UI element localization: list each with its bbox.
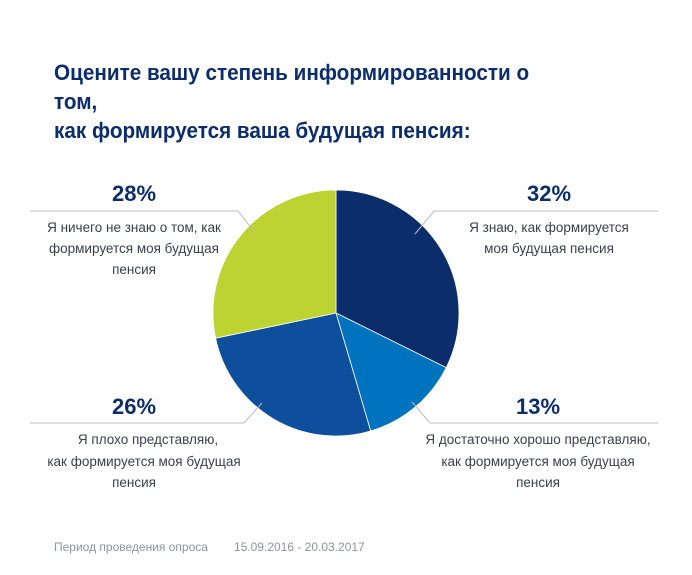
leader-line-slice-1 <box>414 210 658 235</box>
leader-line-slice-4 <box>30 210 257 235</box>
leader-line-slice-2 <box>411 401 658 424</box>
slice-3-percent: 26% <box>112 394 156 419</box>
title-line-1: Оцените вашу степень информированности о… <box>54 60 530 114</box>
slice-4-label-line-3: пенсия <box>112 262 156 277</box>
slice-2-label-line-1: Я достаточно хорошо представляю, <box>425 432 650 447</box>
title-line-2: как формируется ваша будущая пенсия: <box>54 118 471 143</box>
survey-period-dates: 15.09.2016 - 20.03.2017 <box>233 540 365 554</box>
leader-line-slice-3 <box>30 402 263 424</box>
slice-4-percent: 28% <box>112 181 156 206</box>
slice-2-label-line-2: как формируется моя будущая <box>441 454 634 469</box>
slice-1-percent: 32% <box>527 181 571 206</box>
slice-1-label-line-1: Я знаю, как формируется <box>469 220 629 235</box>
slice-4-label-line-1: Я ничего не знаю о том, как <box>47 220 221 235</box>
pie-slice-3 <box>215 312 372 437</box>
pie-slice-4 <box>212 189 337 339</box>
slice-4-label-line-2: формируется моя будущая <box>49 241 219 256</box>
chart-title: Оцените вашу степень информированности о… <box>54 58 569 145</box>
survey-period: Период проведения опроса 15.09.2016 - 20.… <box>54 540 365 554</box>
slice-1-label-line-2: моя будущая пенсия <box>484 241 614 256</box>
slice-3-label-line-3: пенсия <box>112 475 156 490</box>
slice-3-label-line-2: как формируется моя будущая <box>47 454 240 469</box>
pie-slices <box>212 189 460 437</box>
pie-slice-1 <box>335 189 460 369</box>
pie-slice-2 <box>335 312 447 432</box>
slice-2-percent: 13% <box>516 394 560 419</box>
slice-2-label-line-3: пенсия <box>516 475 560 490</box>
slice-3-label-line-1: Я плохо представляю, <box>78 432 218 447</box>
survey-period-label: Период проведения опроса <box>54 540 208 554</box>
